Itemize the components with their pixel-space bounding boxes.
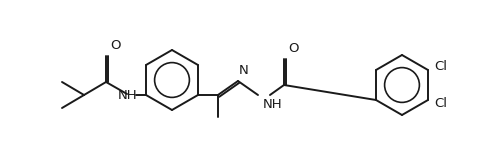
Text: O: O (110, 39, 120, 52)
Text: NH: NH (263, 98, 282, 111)
Text: N: N (239, 64, 248, 77)
Text: O: O (288, 42, 298, 55)
Text: Cl: Cl (434, 60, 447, 73)
Text: Cl: Cl (434, 97, 447, 110)
Text: NH: NH (118, 88, 138, 101)
